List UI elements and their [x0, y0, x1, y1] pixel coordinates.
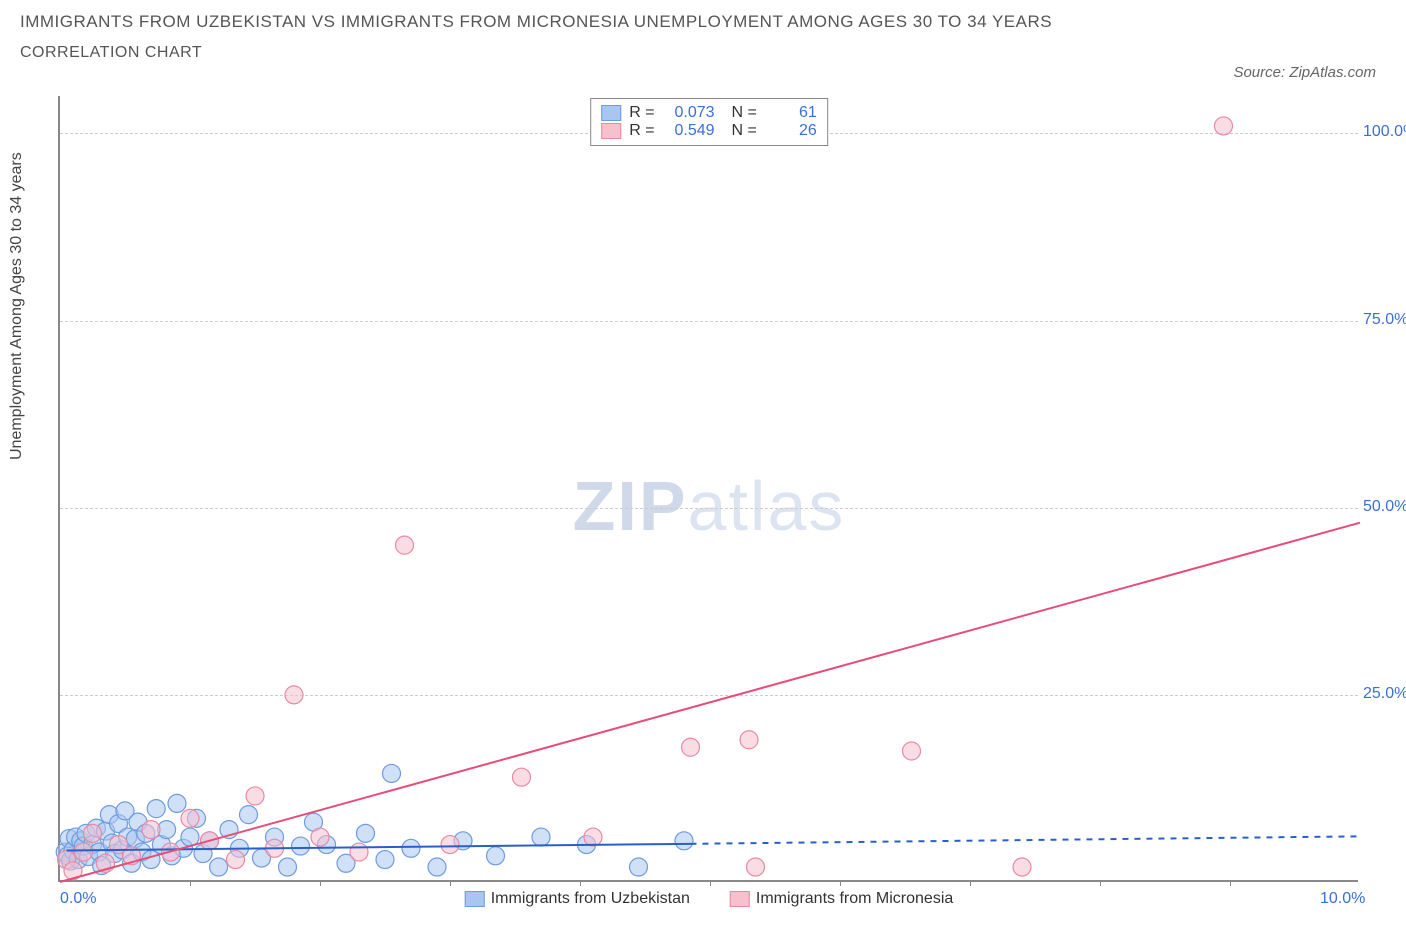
legend-item: Immigrants from Uzbekistan [465, 890, 690, 908]
y-tick-label: 25.0% [1363, 685, 1406, 703]
chart-plot-area: ZIPatlas R =0.073 N =61 R =0.549 N =26 2… [58, 96, 1358, 882]
title-line-2: CORRELATION CHART [20, 44, 1052, 62]
y-tick-label: 50.0% [1363, 498, 1406, 516]
chart-title: IMMIGRANTS FROM UZBEKISTAN VS IMMIGRANTS… [20, 12, 1052, 62]
scatter-svg [60, 96, 1358, 880]
y-axis-label: Unemployment Among Ages 30 to 34 years [8, 152, 26, 460]
correlation-legend: R =0.073 N =61 R =0.549 N =26 [590, 98, 828, 146]
legend-label: Immigrants from Uzbekistan [491, 890, 690, 908]
source-label: Source: ZipAtlas.com [1233, 64, 1376, 81]
x-tick-label: 0.0% [60, 890, 96, 908]
series-legend: Immigrants from Uzbekistan Immigrants fro… [465, 890, 954, 908]
swatch-micronesia [601, 123, 621, 139]
legend-row-uzbekistan: R =0.073 N =61 [601, 104, 817, 122]
y-tick-label: 75.0% [1363, 311, 1406, 329]
legend-swatch [465, 891, 485, 907]
swatch-uzbekistan [601, 105, 621, 121]
legend-item: Immigrants from Micronesia [730, 890, 953, 908]
legend-row-micronesia: R =0.549 N =26 [601, 122, 817, 140]
y-tick-label: 100.0% [1363, 123, 1406, 141]
legend-swatch [730, 891, 750, 907]
title-line-1: IMMIGRANTS FROM UZBEKISTAN VS IMMIGRANTS… [20, 12, 1052, 32]
legend-label: Immigrants from Micronesia [756, 890, 953, 908]
x-tick-label: 10.0% [1320, 890, 1365, 908]
